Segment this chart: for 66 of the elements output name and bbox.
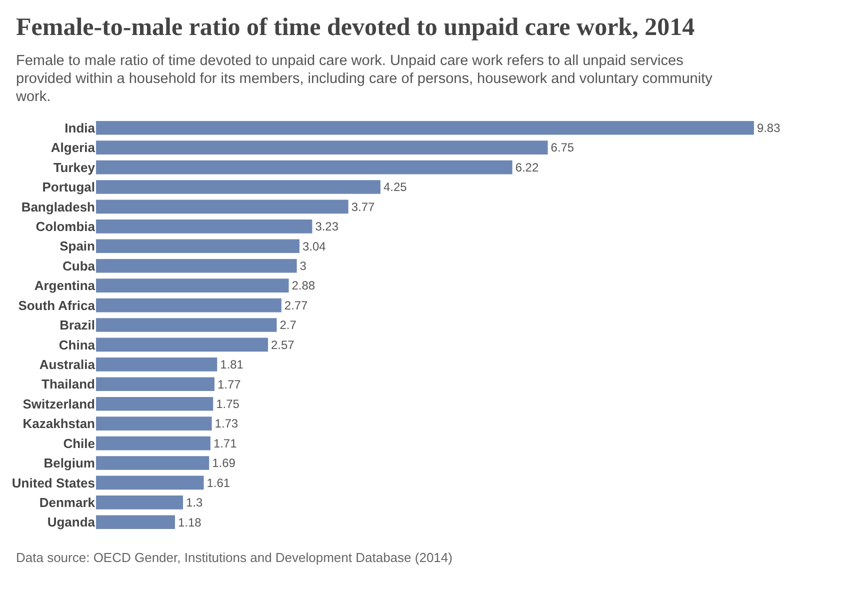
bar — [96, 416, 212, 430]
bar — [96, 200, 348, 214]
data-label: 3.77 — [351, 200, 375, 214]
y-tick-label: India — [64, 120, 96, 136]
bar — [96, 298, 282, 312]
y-tick-label: China — [58, 337, 96, 352]
bar — [96, 456, 210, 470]
data-label: 2.88 — [292, 278, 316, 293]
y-tick-label: Spain — [60, 238, 96, 254]
data-label: 4.25 — [383, 180, 408, 194]
data-label: 1.71 — [213, 436, 238, 450]
bar — [96, 396, 214, 411]
y-tick-label: Thailand — [42, 376, 96, 392]
chart-subtitle: Female to male ratio of time devoted to unpaid care work. Unpaid care work refers to all unpaid services provided within a household for its members, including care of persons, housework and voluntary community work. — [16, 52, 714, 106]
data-label: 1.73 — [214, 416, 238, 431]
bar — [96, 515, 175, 530]
y-tick-label: Uganda — [47, 514, 96, 530]
y-tick-label: United States — [12, 475, 95, 490]
y-tick-label: Brazil — [60, 318, 95, 333]
chart-title: Female-to-male ratio of time devoted to unpaid care work, 2014 — [16, 14, 695, 42]
bar — [96, 358, 218, 372]
data-label: 1.75 — [216, 397, 240, 411]
bar — [96, 120, 754, 135]
y-tick-label: Colombia — [36, 218, 96, 234]
data-label: 1.3 — [186, 496, 203, 510]
data-label: 1.18 — [178, 515, 202, 530]
bar — [96, 220, 312, 234]
data-label: 3.04 — [302, 239, 326, 254]
y-tick-label: Australia — [39, 356, 96, 372]
y-tick-label: South Africa — [18, 298, 96, 313]
data-label: 2.7 — [280, 318, 297, 332]
bar — [96, 140, 548, 154]
y-tick-label: Kazakhstan — [22, 416, 96, 432]
y-tick-label: Belgium — [44, 456, 95, 471]
data-label: 6.75 — [550, 140, 574, 155]
data-label: 3.23 — [315, 220, 339, 234]
bar — [96, 160, 512, 174]
y-tick-label: Bangladesh — [21, 199, 96, 214]
data-label: 1.69 — [212, 456, 236, 470]
data-label: 2.77 — [284, 298, 308, 312]
data-label: 3 — [300, 259, 307, 273]
y-tick-label: Chile — [63, 436, 95, 451]
bar — [96, 278, 289, 292]
data-label: 2.57 — [271, 338, 295, 352]
data-label: 9.83 — [756, 121, 781, 135]
y-tick-label: Denmark — [39, 494, 96, 510]
bar — [96, 496, 184, 510]
y-tick-label: Portugal — [42, 180, 95, 195]
bar — [96, 239, 300, 254]
y-tick-label: Cuba — [62, 258, 96, 274]
bar — [96, 338, 268, 352]
data-label: 1.61 — [206, 476, 230, 490]
source-note: Data source: OECD Gender, Institutions and Development Database (2014) — [16, 549, 452, 567]
data-label: 1.81 — [220, 358, 244, 372]
bar — [96, 180, 380, 194]
bar — [96, 476, 204, 490]
data-label: 6.22 — [515, 160, 539, 174]
data-label: 1.77 — [217, 377, 242, 392]
y-tick-label: Algeria — [50, 140, 96, 156]
y-tick-label: Argentina — [34, 278, 96, 294]
y-tick-label: Turkey — [53, 160, 96, 175]
y-tick-label: Switzerland — [22, 396, 96, 412]
bar — [96, 377, 214, 392]
bar — [96, 318, 277, 332]
bar — [96, 258, 297, 273]
bar — [96, 436, 210, 450]
